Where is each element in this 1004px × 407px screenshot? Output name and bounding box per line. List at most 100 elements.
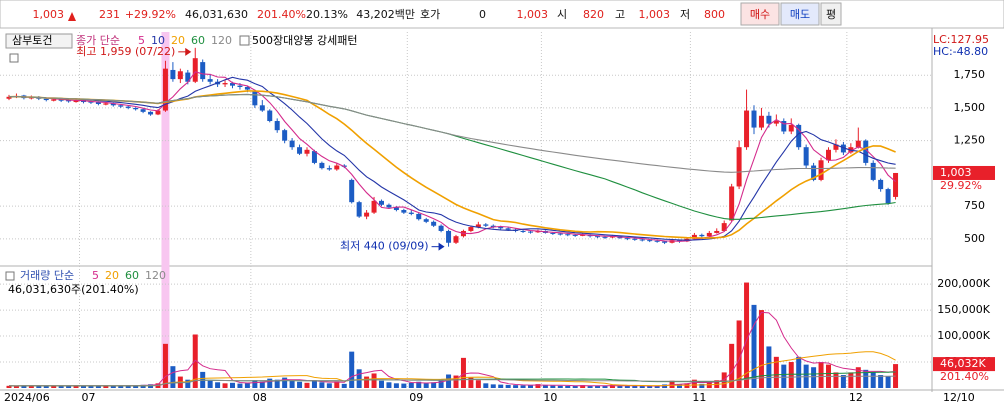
- quote-field: 231: [99, 8, 120, 21]
- volume-bar: [192, 334, 198, 388]
- y-tick-label: 1,500: [954, 101, 986, 114]
- volume-bar: [677, 384, 682, 388]
- volume-bar: [282, 377, 288, 388]
- volume-bar: [88, 385, 94, 388]
- candle-body: [431, 221, 437, 226]
- volume-bar: [401, 383, 407, 388]
- volume-bar: [244, 383, 250, 388]
- volume-bar: [438, 379, 444, 388]
- volume-bar: [483, 383, 489, 388]
- hc-label: HC:-48.80: [933, 45, 988, 58]
- candle-body: [282, 130, 288, 141]
- candle-body: [557, 233, 563, 235]
- candle-body: [259, 105, 265, 111]
- volume-bar: [490, 384, 496, 388]
- volume-bar: [118, 385, 124, 388]
- candle-body: [468, 227, 474, 231]
- volume-bar: [699, 383, 705, 388]
- order-button-label[interactable]: 평: [826, 8, 836, 21]
- volume-legend-period: 5: [92, 269, 99, 282]
- y-tick-label: 500: [964, 232, 985, 245]
- change-label: 29.92%: [940, 179, 982, 192]
- candle-body: [863, 140, 869, 163]
- candle-body: [423, 219, 429, 222]
- volume-bar: [21, 385, 27, 388]
- volume-bar: [870, 372, 876, 388]
- candle-body: [855, 140, 861, 148]
- quote-field: 46,031,630: [185, 8, 248, 21]
- lc-label: LC:127.95: [933, 33, 989, 46]
- candle-body: [177, 71, 183, 80]
- x-tick-label: 09: [409, 391, 423, 404]
- volume-bar: [744, 282, 750, 388]
- candle-body: [528, 231, 533, 233]
- candle-body: [699, 234, 705, 237]
- candle-body: [6, 96, 12, 99]
- volume-bar: [364, 376, 370, 388]
- last-price-box: [933, 165, 995, 180]
- x-tick-label: 07: [82, 391, 96, 404]
- candle-body: [654, 240, 660, 242]
- candle-body: [870, 162, 876, 180]
- volume-bar: [215, 382, 221, 388]
- volume-summary: 46,031,630주(201.40%): [8, 283, 139, 296]
- order-button[interactable]: [740, 2, 780, 26]
- quote-field: 1,003: [33, 8, 65, 21]
- candle-body: [580, 234, 586, 236]
- volume-bar: [602, 386, 608, 388]
- candle-body: [766, 115, 772, 124]
- volume-legend-period: 120: [145, 269, 166, 282]
- volume-bar: [520, 385, 526, 388]
- order-button[interactable]: [820, 2, 842, 26]
- candle-body: [393, 207, 399, 211]
- candle-body: [311, 151, 317, 163]
- candle-body: [28, 97, 34, 99]
- volume-bar: [609, 384, 615, 388]
- volume-bar: [311, 380, 317, 388]
- order-button-label[interactable]: 매도: [790, 8, 810, 21]
- volume-legend-label: 거래량 단순: [20, 269, 74, 282]
- volume-bar: [393, 383, 399, 388]
- volume-bar: [133, 385, 139, 388]
- volume-bar: [148, 384, 154, 388]
- volume-bar: [297, 381, 303, 388]
- candle-body: [758, 115, 764, 128]
- volume-bar: [28, 386, 34, 388]
- volume-bar: [691, 379, 697, 388]
- order-button[interactable]: [780, 2, 820, 26]
- annotation: 최저 440 (09/09): [340, 240, 429, 253]
- candle-body: [140, 109, 146, 112]
- ma-legend-period: 10: [151, 34, 165, 47]
- volume-bar: [863, 369, 869, 388]
- candle-body: [550, 232, 556, 234]
- candle-body: [729, 186, 735, 221]
- order-button-label[interactable]: 매수: [750, 8, 770, 21]
- candle-body: [356, 202, 362, 217]
- volume-bar: [416, 381, 422, 388]
- volume-bar: [103, 385, 109, 388]
- volume-bar: [371, 373, 377, 388]
- candle-body: [498, 227, 504, 229]
- volume-bar: [535, 384, 541, 388]
- x-tick-label: 2024/06: [4, 391, 50, 404]
- candle-body: [446, 230, 452, 243]
- volume-bar: [572, 385, 578, 388]
- volume-bar: [125, 385, 131, 388]
- volume-bar: [632, 386, 638, 388]
- x-tick-label: 10: [543, 391, 557, 404]
- annotation-arrowhead: [185, 47, 192, 56]
- x-tick-label: 12: [849, 391, 863, 404]
- volume-bar: [885, 376, 891, 388]
- ma-legend-period: 20: [171, 34, 185, 47]
- ma-line: [8, 76, 896, 241]
- candle-body: [267, 110, 273, 122]
- candle-body: [162, 68, 168, 111]
- candle-body: [416, 213, 422, 220]
- candle-body: [43, 98, 49, 101]
- candle-body: [878, 179, 884, 190]
- y-tick-label: 750: [964, 199, 985, 212]
- candle-body: [148, 111, 154, 115]
- volume-bar: [468, 377, 474, 388]
